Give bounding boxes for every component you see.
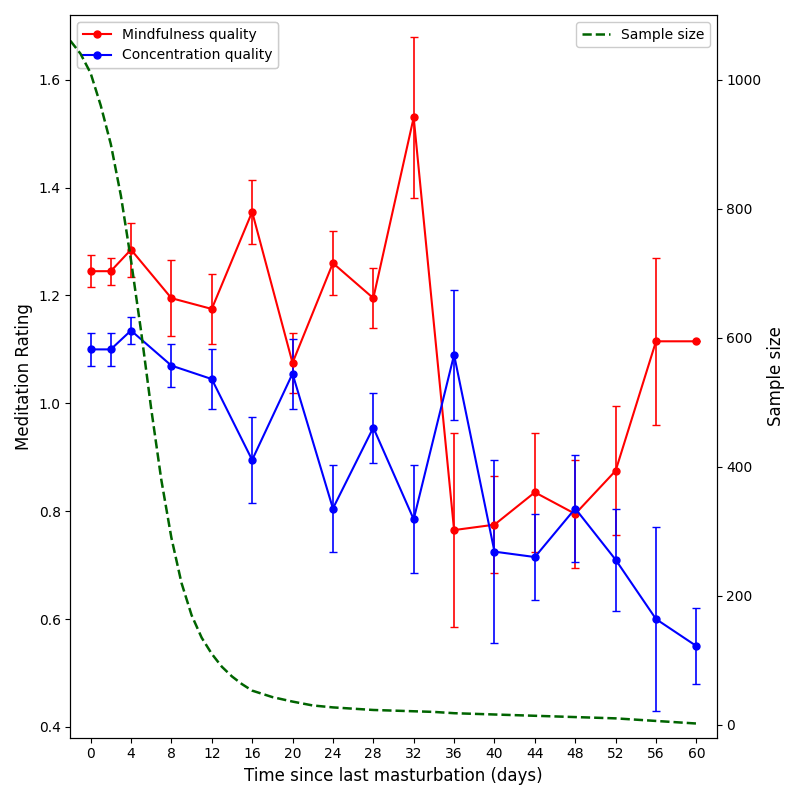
Sample size (308, 701, 318, 710)
Sample size (86, 68, 95, 78)
Sample size (550, 712, 560, 722)
Sample size (166, 533, 176, 542)
Sample size (692, 718, 702, 728)
Y-axis label: Meditation Rating: Meditation Rating (15, 303, 33, 450)
Sample size (631, 715, 641, 725)
Sample size (590, 713, 600, 722)
Sample size (450, 709, 459, 718)
Sample size (96, 101, 106, 110)
X-axis label: Time since last masturbation (days): Time since last masturbation (days) (244, 767, 543, 785)
Sample size (227, 672, 237, 682)
Sample size (247, 686, 257, 695)
Sample size (510, 710, 519, 720)
Sample size (267, 692, 277, 702)
Sample size (66, 36, 75, 46)
Sample size (429, 707, 438, 717)
Sample size (530, 711, 540, 721)
Sample size (369, 705, 378, 714)
Sample size (186, 610, 196, 620)
Sample size (106, 139, 115, 149)
Sample size (217, 662, 226, 671)
Sample size (570, 712, 580, 722)
Sample size (177, 578, 186, 588)
Y-axis label: Sample size: Sample size (767, 326, 785, 426)
Sample size (116, 191, 126, 201)
Legend: Sample size: Sample size (576, 22, 710, 47)
Sample size (126, 255, 136, 265)
Sample size (328, 702, 338, 712)
Line: Sample size: Sample size (70, 41, 697, 723)
Sample size (409, 706, 418, 716)
Sample size (288, 697, 298, 706)
Sample size (611, 714, 621, 723)
Sample size (146, 404, 156, 414)
Sample size (389, 706, 398, 715)
Sample size (207, 649, 217, 658)
Sample size (651, 716, 661, 726)
Sample size (197, 633, 206, 642)
Legend: Mindfulness quality, Concentration quality: Mindfulness quality, Concentration quali… (78, 22, 278, 68)
Sample size (671, 718, 681, 727)
Sample size (490, 710, 499, 719)
Sample size (76, 49, 86, 58)
Sample size (348, 704, 358, 714)
Sample size (157, 475, 166, 485)
Sample size (238, 679, 247, 689)
Sample size (470, 709, 479, 718)
Sample size (136, 326, 146, 336)
